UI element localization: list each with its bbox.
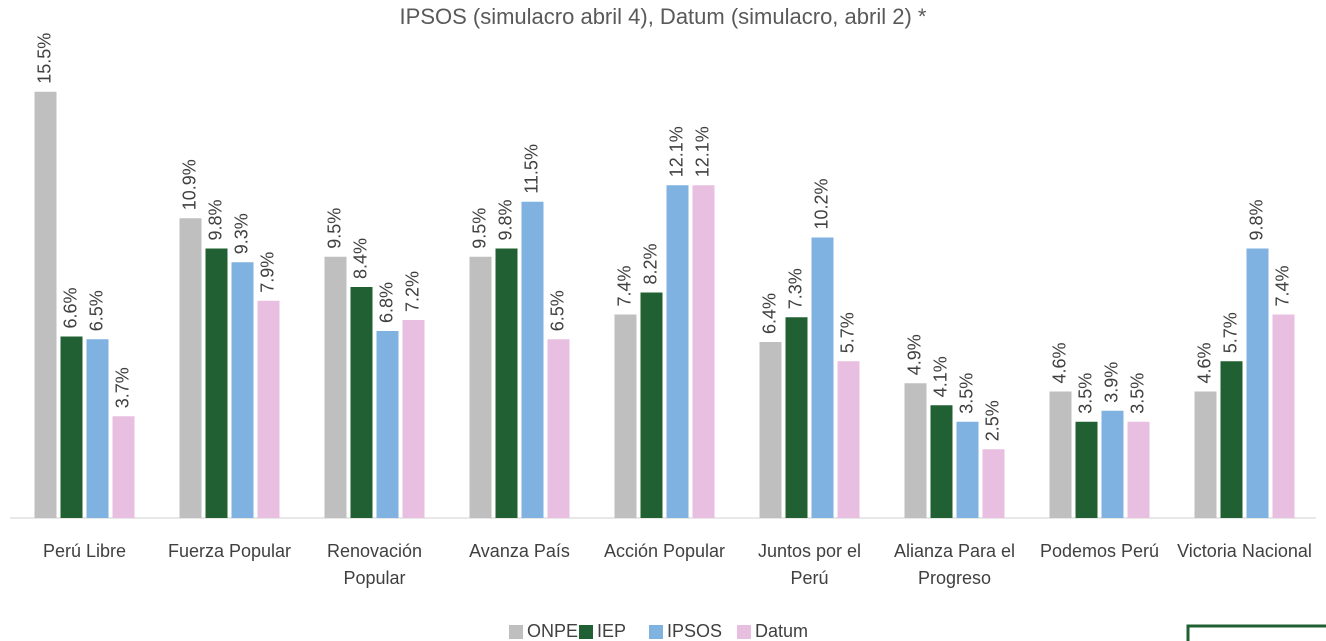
data-label: 4.1% [930,356,950,397]
x-tick-label: Avanza País [469,541,570,561]
data-label: 12.1% [692,126,712,177]
data-label: 9.5% [324,208,344,249]
bar [785,317,808,518]
bar [1075,421,1098,518]
data-label: 8.4% [350,238,370,279]
data-label: 9.8% [1246,199,1266,240]
bar [1101,410,1124,518]
bar [324,256,347,518]
bar [1194,391,1217,518]
data-label: 6.5% [547,290,567,331]
data-label: 9.8% [495,199,515,240]
bar [350,287,373,518]
bar [1246,248,1269,518]
bar [34,91,57,518]
x-tick-label: Fuerza Popular [167,541,292,561]
bar [956,421,979,518]
data-label: 7.3% [785,268,805,309]
x-tick-label: Renovación Popular [326,541,423,588]
x-tick-label: Alianza Para el Progreso [893,541,1016,588]
bar [692,185,715,518]
bar [1049,391,1072,518]
x-tick-label: Acción Popular [603,541,726,561]
data-label: 10.2% [811,178,831,229]
bar [376,331,399,518]
bar [60,336,83,518]
data-label: 7.9% [257,252,277,293]
data-label: 7.2% [402,271,422,312]
data-label: 3.5% [1127,373,1147,414]
bar [86,339,109,518]
legend-swatch [579,625,593,639]
data-label: 2.5% [982,400,1002,441]
data-label: 6.5% [86,290,106,331]
bar [640,292,663,518]
x-tick-label: Juntos por el Perú [757,541,862,588]
legend-label: IEP [597,621,626,641]
data-label: 7.4% [1272,265,1292,306]
data-label: 3.7% [112,367,132,408]
bar [469,256,492,518]
bar [205,248,228,518]
x-tick-label: Perú Libre [42,541,127,561]
bar [904,383,927,518]
bar [547,339,570,518]
bar [112,416,135,518]
bar [1220,361,1243,518]
bar [666,185,689,518]
data-label: 12.1% [666,126,686,177]
data-label: 6.8% [376,282,396,323]
bar [521,201,544,518]
data-label: 6.6% [60,287,80,328]
bar [614,314,637,518]
chart-title: IPSOS (simulacro abril 4), Datum (simula… [400,4,927,29]
data-label: 3.5% [1075,373,1095,414]
data-label: 5.7% [1220,312,1240,353]
bar [1127,421,1150,518]
data-label: 3.9% [1101,362,1121,403]
bar [402,320,425,518]
data-label: 9.8% [205,199,225,240]
x-tick-label: Podemos Perú [1039,541,1160,561]
data-label: 4.6% [1194,342,1214,383]
data-label: 4.9% [904,334,924,375]
data-label: 6.4% [759,293,779,334]
bar [1272,314,1295,518]
data-label: 15.5% [34,33,54,84]
data-label: 10.9% [179,159,199,210]
data-label: 3.5% [956,373,976,414]
bar [811,237,834,518]
legend-swatch [649,625,663,639]
x-tick-label: Victoria Nacional [1177,541,1312,561]
bar [179,218,202,518]
bar [495,248,518,518]
logo-frame [1186,624,1326,641]
legend-label: Datum [755,621,808,641]
legend-swatch [737,625,751,639]
data-label: 5.7% [837,312,857,353]
legend-label: ONPE [527,621,578,641]
bar [231,262,254,518]
data-label: 4.6% [1049,342,1069,383]
bar [257,300,280,518]
legend-label: IPSOS [667,621,722,641]
bar [837,361,860,518]
data-label: 7.4% [614,265,634,306]
legend-swatch [509,625,523,639]
data-label: 8.2% [640,243,660,284]
bar [982,449,1005,518]
data-label: 9.3% [231,213,251,254]
bar [930,405,953,518]
data-label: 11.5% [521,144,541,194]
data-label: 9.5% [469,208,489,249]
bar [759,342,782,518]
